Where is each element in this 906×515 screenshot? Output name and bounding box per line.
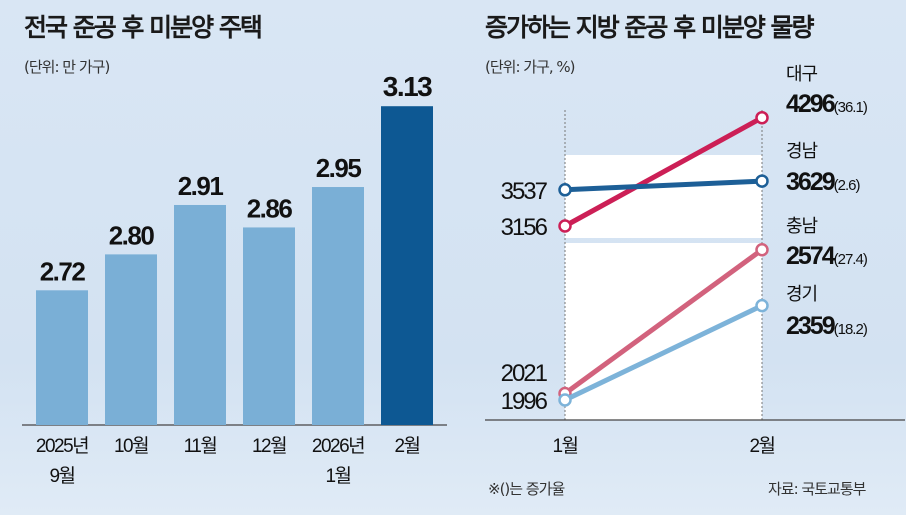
bar-category-label: 12월 [252, 435, 286, 457]
series-line-충남 [563, 247, 764, 396]
bar-category-label: 11월 [184, 435, 217, 457]
series-point [558, 393, 572, 407]
series-point [755, 242, 769, 257]
end-value: 2359 [786, 312, 835, 340]
end-value-label: 3629(2.6) [786, 168, 860, 196]
end-value-label: 4296(36.1) [786, 90, 868, 118]
month-label: 1월 [552, 435, 577, 457]
series-point [558, 219, 572, 233]
bar-value-label: 2.80 [109, 220, 155, 250]
footnote: ※()는 증가율 [488, 480, 565, 498]
end-value: 3629 [786, 168, 835, 196]
series-name-label: 대구 [786, 64, 818, 84]
end-value: 2574 [786, 242, 836, 270]
bar-chart-unit: (단위: 만 가구) [24, 58, 110, 76]
start-value-label: 1996 [501, 388, 548, 415]
growth-rate: (2.6) [834, 177, 861, 194]
start-value-label: 2021 [501, 360, 548, 387]
start-value-label: 3156 [501, 214, 548, 241]
bar-value-label: 3.13 [383, 71, 432, 102]
start-value-label: 3537 [501, 178, 548, 205]
series-point [755, 174, 769, 188]
series-point [558, 183, 572, 197]
bar-value-label: 2.91 [178, 171, 224, 201]
bar-category-label: 2025년 [36, 435, 88, 457]
growth-rate: (27.4) [834, 251, 868, 268]
line-chart-title: 증가하는 지방 준공 후 미분양 물량 [485, 13, 815, 42]
plot-area-upper [565, 155, 762, 238]
month-label: 2월 [749, 435, 774, 457]
bar [174, 204, 226, 425]
bar [36, 290, 88, 425]
bar-value-label: 2.95 [316, 153, 362, 183]
bar-category-label: 2026년 [312, 435, 364, 457]
series-name-label: 경남 [786, 141, 818, 161]
end-value-label: 2359(18.2) [786, 312, 868, 340]
series-point [755, 298, 769, 313]
growth-rate: (36.1) [834, 99, 868, 116]
bar-category-label: 1월 [325, 465, 350, 487]
series-line-대구 [563, 115, 764, 229]
bar-value-label: 2.86 [247, 193, 293, 223]
bar [105, 254, 157, 425]
bar-chart-title: 전국 준공 후 미분양 주택 [24, 13, 263, 42]
source: 자료: 국토교통부 [768, 480, 866, 498]
end-value-label: 2574(27.4) [786, 242, 868, 270]
bar-value-label: 2.72 [40, 256, 86, 286]
series-name-label: 경기 [786, 284, 817, 304]
series-line-경기 [563, 303, 764, 403]
series-line-경남 [564, 178, 763, 193]
series-point [755, 110, 769, 125]
series-name-label: 충남 [786, 216, 818, 236]
bar-category-label: 9월 [49, 465, 74, 487]
growth-rate: (18.2) [834, 321, 868, 338]
bar [243, 227, 295, 425]
bar [381, 106, 433, 426]
bar-category-label: 10월 [114, 435, 148, 457]
bar-category-label: 2월 [394, 435, 419, 457]
end-value: 4296 [786, 90, 835, 118]
bar [312, 187, 364, 425]
line-chart-unit: (단위: 가구, %) [485, 58, 576, 76]
